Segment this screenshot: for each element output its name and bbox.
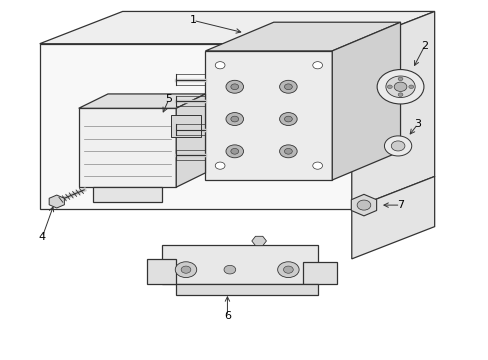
Circle shape bbox=[386, 85, 391, 89]
Polygon shape bbox=[303, 262, 336, 284]
Polygon shape bbox=[205, 51, 331, 180]
Circle shape bbox=[279, 145, 297, 158]
Text: 5: 5 bbox=[165, 94, 172, 104]
Polygon shape bbox=[171, 116, 200, 137]
Circle shape bbox=[230, 84, 238, 90]
Circle shape bbox=[397, 77, 402, 81]
Circle shape bbox=[376, 69, 423, 104]
Polygon shape bbox=[205, 22, 400, 51]
Circle shape bbox=[181, 266, 190, 273]
Circle shape bbox=[284, 84, 292, 90]
Polygon shape bbox=[161, 244, 317, 284]
Polygon shape bbox=[79, 108, 176, 187]
Polygon shape bbox=[93, 187, 161, 202]
Polygon shape bbox=[351, 12, 434, 209]
Circle shape bbox=[408, 85, 413, 89]
Polygon shape bbox=[331, 22, 400, 180]
Circle shape bbox=[224, 265, 235, 274]
Circle shape bbox=[312, 62, 322, 69]
Circle shape bbox=[175, 262, 196, 278]
Circle shape bbox=[356, 200, 370, 210]
Circle shape bbox=[393, 82, 406, 91]
Circle shape bbox=[284, 148, 292, 154]
Polygon shape bbox=[40, 44, 351, 209]
Polygon shape bbox=[79, 94, 205, 108]
Circle shape bbox=[225, 145, 243, 158]
Polygon shape bbox=[251, 236, 266, 246]
Circle shape bbox=[277, 262, 299, 278]
Polygon shape bbox=[40, 12, 434, 44]
Polygon shape bbox=[49, 195, 64, 208]
Circle shape bbox=[397, 93, 402, 96]
Circle shape bbox=[279, 80, 297, 93]
Text: 1: 1 bbox=[189, 15, 196, 26]
Text: 6: 6 bbox=[224, 311, 230, 321]
Text: 3: 3 bbox=[413, 120, 420, 129]
Circle shape bbox=[283, 266, 293, 273]
Polygon shape bbox=[350, 194, 376, 216]
Circle shape bbox=[215, 62, 224, 69]
Circle shape bbox=[215, 162, 224, 169]
Polygon shape bbox=[176, 284, 317, 295]
Circle shape bbox=[279, 113, 297, 126]
Polygon shape bbox=[147, 259, 176, 284]
Text: 2: 2 bbox=[421, 41, 427, 50]
Circle shape bbox=[384, 136, 411, 156]
Text: 4: 4 bbox=[39, 232, 45, 242]
Circle shape bbox=[312, 162, 322, 169]
Polygon shape bbox=[176, 94, 205, 187]
Circle shape bbox=[230, 148, 238, 154]
Circle shape bbox=[385, 76, 414, 98]
Text: 7: 7 bbox=[396, 200, 403, 210]
Polygon shape bbox=[351, 176, 434, 259]
Circle shape bbox=[225, 113, 243, 126]
Circle shape bbox=[225, 80, 243, 93]
Circle shape bbox=[390, 141, 404, 151]
Circle shape bbox=[230, 116, 238, 122]
Circle shape bbox=[284, 116, 292, 122]
